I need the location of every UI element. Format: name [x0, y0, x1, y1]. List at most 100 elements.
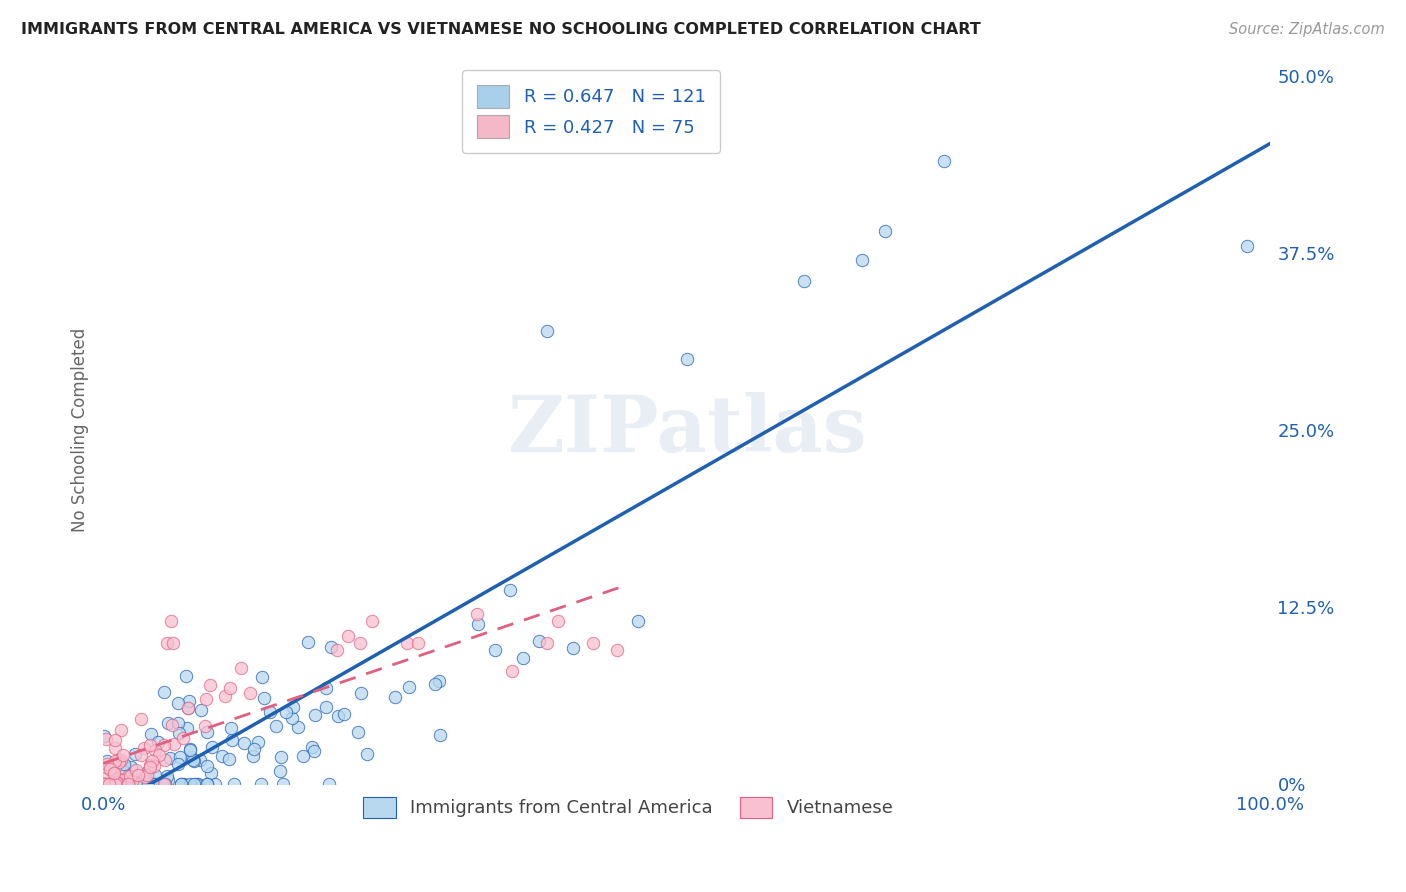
Point: [180, 750, 202, 764]
Point: [252, 670, 274, 684]
Point: [163, 737, 186, 751]
Point: [211, 749, 233, 764]
Point: [101, 758, 124, 772]
Point: [124, 763, 146, 777]
Point: [179, 777, 201, 791]
Point: [195, 758, 218, 772]
Point: [304, 707, 326, 722]
Point: [179, 741, 201, 756]
Point: [179, 743, 201, 757]
Point: [104, 732, 127, 747]
Point: [270, 750, 292, 764]
Point: [239, 686, 262, 700]
Point: [204, 777, 226, 791]
Point: [153, 685, 176, 699]
Point: [135, 773, 157, 788]
Point: [395, 635, 418, 649]
Point: [219, 681, 242, 695]
Point: [349, 635, 371, 649]
Point: [160, 718, 183, 732]
Point: [96, 754, 118, 768]
Point: [188, 753, 211, 767]
Point: [110, 753, 132, 767]
Point: [200, 766, 222, 780]
Point: [287, 720, 309, 734]
Point: [169, 726, 191, 740]
Point: [94, 777, 117, 791]
Point: [318, 777, 340, 791]
Point: [156, 769, 179, 783]
Point: [160, 615, 183, 629]
Point: [103, 777, 125, 791]
Point: [408, 635, 430, 649]
Point: [96, 756, 118, 771]
Point: [93, 777, 115, 791]
Point: [139, 739, 162, 753]
Point: [103, 766, 125, 780]
Point: [547, 615, 569, 629]
Point: [112, 757, 135, 772]
Point: [103, 777, 125, 791]
Point: [145, 742, 167, 756]
Point: [221, 733, 243, 747]
Point: [301, 740, 323, 755]
Point: [176, 669, 198, 683]
Point: [127, 768, 149, 782]
Point: [167, 715, 190, 730]
Point: [851, 252, 873, 267]
Point: [131, 713, 153, 727]
Point: [108, 777, 131, 791]
Point: [315, 700, 337, 714]
Point: [143, 777, 166, 791]
Point: [264, 719, 287, 733]
Point: [118, 769, 141, 783]
Point: [233, 735, 256, 749]
Point: [98, 762, 121, 776]
Point: [170, 777, 193, 791]
Point: [183, 754, 205, 768]
Point: [111, 748, 134, 763]
Point: [347, 725, 370, 739]
Point: [242, 749, 264, 764]
Point: [875, 225, 897, 239]
Point: [93, 777, 115, 791]
Point: [229, 661, 252, 675]
Point: [269, 764, 291, 779]
Point: [101, 766, 124, 780]
Point: [146, 735, 169, 749]
Point: [179, 694, 201, 708]
Point: [259, 705, 281, 719]
Point: [121, 774, 143, 789]
Point: [103, 777, 125, 791]
Point: [467, 616, 489, 631]
Point: [152, 777, 174, 791]
Point: [135, 768, 157, 782]
Point: [132, 740, 155, 755]
Point: [105, 775, 128, 789]
Point: [190, 703, 212, 717]
Point: [125, 772, 148, 787]
Point: [138, 757, 160, 772]
Point: [98, 777, 121, 791]
Point: [201, 739, 224, 754]
Point: [93, 777, 115, 791]
Point: [356, 747, 378, 761]
Point: [138, 777, 160, 791]
Point: [214, 689, 236, 703]
Point: [141, 754, 163, 768]
Point: [429, 728, 451, 742]
Point: [512, 651, 534, 665]
Point: [1236, 238, 1258, 252]
Text: Source: ZipAtlas.com: Source: ZipAtlas.com: [1229, 22, 1385, 37]
Legend: Immigrants from Central America, Vietnamese: Immigrants from Central America, Vietnam…: [356, 789, 901, 825]
Point: [138, 760, 160, 774]
Point: [675, 352, 697, 367]
Point: [194, 719, 217, 733]
Point: [129, 747, 152, 762]
Point: [159, 751, 181, 765]
Point: [120, 760, 142, 774]
Point: [465, 607, 488, 622]
Point: [249, 777, 271, 791]
Point: [484, 642, 506, 657]
Point: [792, 274, 814, 288]
